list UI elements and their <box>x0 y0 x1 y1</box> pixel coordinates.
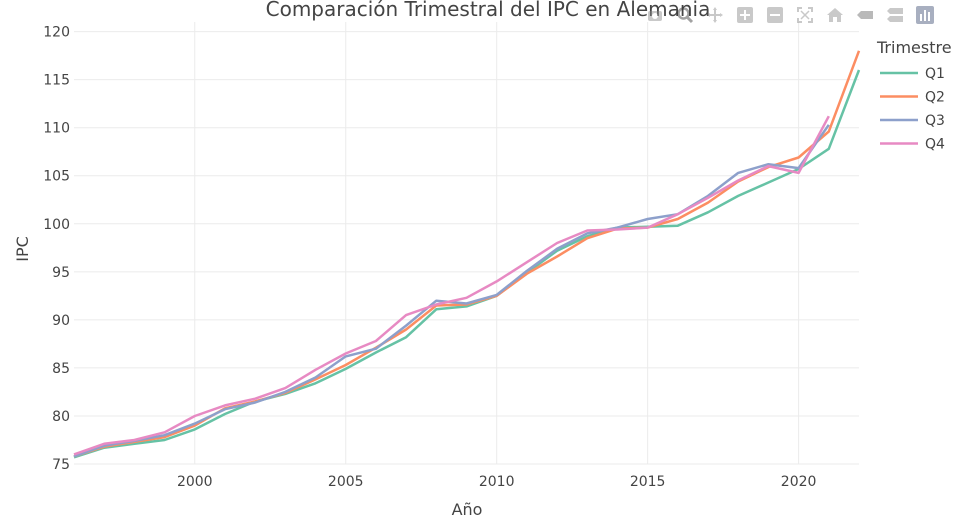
y-tick-label: 75 <box>52 457 70 473</box>
y-tick-label: 120 <box>43 25 70 41</box>
y-tick-label: 90 <box>52 313 70 329</box>
legend-label-q4: Q4 <box>925 137 945 153</box>
y-tick-label: 80 <box>52 409 70 425</box>
pan-icon[interactable] <box>700 4 730 26</box>
series-line-q3[interactable] <box>73 124 830 458</box>
y-tick-label: 105 <box>43 169 70 185</box>
y-tick-label: 100 <box>43 217 70 233</box>
x-tick-label: 2020 <box>781 474 817 490</box>
chart-title: Comparación Trimestral del IPC en Aleman… <box>266 0 711 21</box>
legend-label-q2: Q2 <box>925 90 945 106</box>
zoom-in-icon[interactable] <box>730 4 760 26</box>
chart-series-lines <box>73 50 861 459</box>
x-tick-label: 2000 <box>177 474 213 490</box>
x-tick-label: 2015 <box>630 474 666 490</box>
y-tick-label: 85 <box>52 361 70 377</box>
zoom-out-icon[interactable] <box>760 4 790 26</box>
home-icon[interactable] <box>820 4 850 26</box>
y-axis-title: IPC <box>13 236 32 262</box>
chart-grid <box>74 22 859 465</box>
y-tick-label: 95 <box>52 265 70 281</box>
legend[interactable]: Trimestre Q1 Q2 Q3 Q4 <box>876 38 952 153</box>
series-line-q1[interactable] <box>73 69 861 459</box>
legend-title: Trimestre <box>876 38 952 57</box>
hover-closest-icon[interactable] <box>850 4 880 26</box>
y-tick-label: 115 <box>43 73 70 89</box>
hover-compare-icon[interactable] <box>880 4 910 26</box>
series-line-q4[interactable] <box>73 115 830 456</box>
legend-label-q3: Q3 <box>925 113 945 129</box>
camera-icon[interactable] <box>640 4 670 26</box>
zoom-icon[interactable] <box>670 4 700 26</box>
x-axis-title: Año <box>452 500 483 518</box>
autoscale-icon[interactable] <box>790 4 820 26</box>
y-tick-label: 110 <box>43 121 70 137</box>
modebar <box>640 4 940 26</box>
x-tick-label: 2005 <box>328 474 364 490</box>
plotly-logo-icon[interactable] <box>910 4 940 26</box>
x-tick-label: 2010 <box>479 474 515 490</box>
y-axis: 75 80 85 90 95 100 105 110 115 120 <box>43 25 70 473</box>
x-axis: 2000 2005 2010 2015 2020 <box>177 474 816 490</box>
series-line-q2[interactable] <box>73 50 861 458</box>
legend-label-q1: Q1 <box>925 66 945 82</box>
